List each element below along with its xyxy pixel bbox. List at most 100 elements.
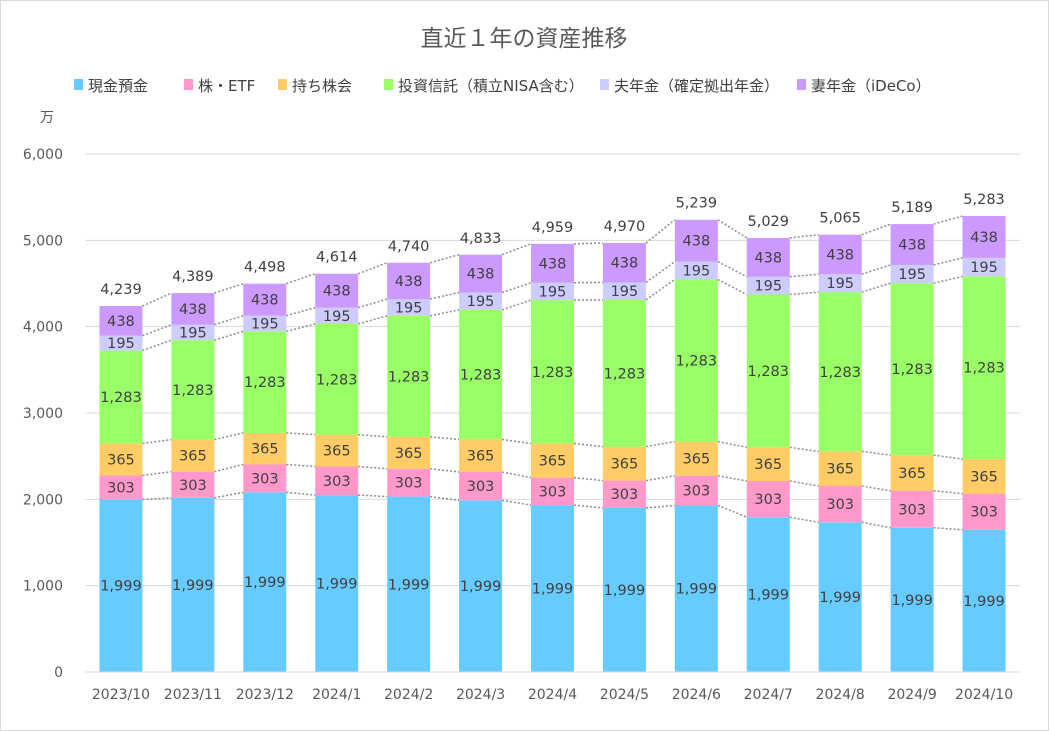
y-axis: 0 1,000 2,000 3,000 4,000 5,000 6,000 xyxy=(23,147,63,681)
series-line xyxy=(142,497,172,501)
bar-segment xyxy=(890,224,934,265)
data-label: 438 xyxy=(970,230,998,246)
data-label: 438 xyxy=(395,274,423,290)
x-tick-label: 2024/7 xyxy=(744,687,793,703)
x-tick-label: 2023/10 xyxy=(92,687,150,703)
bar-segment xyxy=(387,262,431,300)
bar-segment xyxy=(531,243,574,283)
series-line xyxy=(214,314,244,326)
data-label: 365 xyxy=(826,462,854,478)
data-label: 1,283 xyxy=(891,362,933,378)
data-label: 303 xyxy=(898,502,926,518)
series-line xyxy=(430,495,460,502)
series-line xyxy=(717,260,748,278)
data-label: 438 xyxy=(323,284,351,300)
x-tick-label: 2024/4 xyxy=(528,687,577,703)
series-line xyxy=(429,291,460,300)
data-label: 303 xyxy=(826,497,854,513)
y-tick-label: 3,000 xyxy=(23,406,63,422)
series-line xyxy=(645,475,675,482)
series-line xyxy=(717,475,747,482)
data-label: 438 xyxy=(107,314,135,330)
bar-segment xyxy=(99,350,143,444)
bar-segment xyxy=(243,432,287,465)
data-label: 195 xyxy=(683,264,711,280)
series-line xyxy=(214,491,244,499)
series-line xyxy=(286,491,316,496)
bar-segment xyxy=(459,254,503,293)
series-line xyxy=(214,330,244,341)
total-label: 5,283 xyxy=(963,192,1005,208)
bar-segment xyxy=(171,293,215,325)
data-label: 1,283 xyxy=(316,372,358,388)
total-label: 5,239 xyxy=(676,196,718,212)
series-line xyxy=(717,440,747,449)
data-label: 1,283 xyxy=(172,383,214,399)
series-line xyxy=(142,470,172,477)
series-line xyxy=(214,432,244,441)
data-label: 438 xyxy=(683,234,711,250)
y-tick-label: 5,000 xyxy=(23,233,63,249)
total-label: 4,498 xyxy=(244,260,286,276)
series-line xyxy=(789,273,819,278)
series-line xyxy=(789,516,819,524)
data-label: 1,999 xyxy=(244,575,286,591)
series-line xyxy=(358,465,388,470)
bar-segment xyxy=(818,292,862,452)
data-label: 1,283 xyxy=(460,368,502,384)
data-label: 303 xyxy=(539,484,567,500)
total-label: 4,614 xyxy=(316,250,358,266)
bar-segment xyxy=(315,323,359,435)
series-line xyxy=(501,438,532,445)
data-label: 438 xyxy=(754,250,782,266)
series-line xyxy=(861,282,891,293)
series-line xyxy=(214,282,244,294)
bars xyxy=(99,215,1006,672)
bar-segment xyxy=(674,475,718,506)
series-line xyxy=(789,446,819,453)
series-line xyxy=(573,504,603,509)
series-line xyxy=(933,526,963,531)
data-label: 1,999 xyxy=(604,583,646,599)
data-label: 365 xyxy=(107,453,135,469)
series-line xyxy=(142,438,172,445)
data-label: 1,283 xyxy=(748,364,790,380)
series-line xyxy=(358,433,388,438)
bar-segment xyxy=(962,529,1006,672)
bar-segment xyxy=(99,475,143,500)
bar-segment xyxy=(171,497,215,672)
bar-segment xyxy=(890,455,934,491)
bar-segment xyxy=(315,495,359,672)
data-label: 365 xyxy=(467,449,495,465)
legend-label: 夫年金（確定拠出年金） xyxy=(614,77,779,95)
series-line xyxy=(501,499,532,506)
bar-segment xyxy=(531,477,574,506)
legend-label: 妻年金（iDeCo） xyxy=(811,77,931,95)
bar-segment xyxy=(99,306,143,336)
x-tick-label: 2024/5 xyxy=(600,687,649,703)
data-label: 303 xyxy=(754,492,782,508)
bar-segment xyxy=(746,480,790,518)
series-line xyxy=(645,440,675,448)
series-line xyxy=(861,521,891,529)
series-line xyxy=(429,253,460,264)
y-axis-unit-label: 万 xyxy=(40,110,54,126)
data-label: 438 xyxy=(467,267,495,283)
bar-segment xyxy=(890,527,934,672)
series-line xyxy=(142,292,172,307)
data-label: 303 xyxy=(323,474,351,490)
bar-segment xyxy=(459,292,503,310)
x-tick-label: 2024/3 xyxy=(456,687,505,703)
data-label: 1,999 xyxy=(891,593,933,609)
series-line xyxy=(286,273,316,285)
data-label: 303 xyxy=(970,505,998,521)
data-label: 1,999 xyxy=(819,590,861,606)
bar-segment xyxy=(602,480,646,508)
bar-segment xyxy=(387,299,431,316)
total-label: 4,833 xyxy=(460,231,502,247)
bar-segment xyxy=(99,443,143,476)
legend-swatch xyxy=(184,79,193,90)
data-label: 365 xyxy=(539,454,567,470)
bar-segment xyxy=(818,274,862,293)
